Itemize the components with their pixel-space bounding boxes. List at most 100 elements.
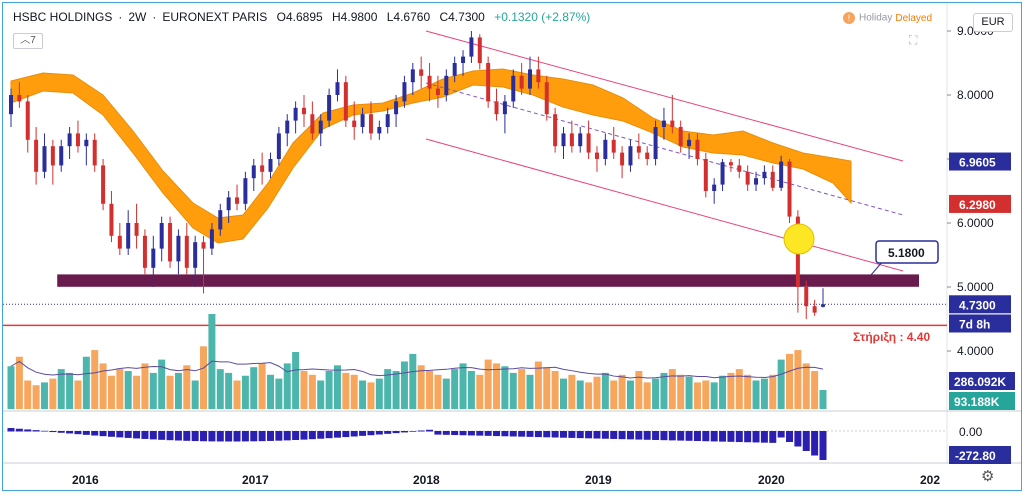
- candle-body: [419, 69, 424, 76]
- macd-bar: [501, 431, 509, 437]
- candle-body: [285, 120, 290, 134]
- candle-body: [678, 127, 683, 147]
- volume-bar: [518, 369, 526, 409]
- macd-bar: [40, 430, 48, 432]
- macd-bar: [116, 431, 124, 438]
- candle-body: [536, 69, 541, 83]
- volume-bar: [451, 369, 459, 409]
- candle-body: [360, 114, 365, 127]
- volume-bar: [57, 369, 65, 409]
- volume-bar: [241, 375, 249, 409]
- macd-bar: [191, 431, 199, 442]
- volume-bar: [635, 371, 643, 409]
- price-label-bg: [949, 152, 1011, 171]
- macd-bar: [74, 431, 82, 435]
- macd-bar: [811, 431, 819, 456]
- candle-body: [737, 165, 742, 172]
- volume-bar: [24, 380, 32, 409]
- symbol-header: HSBC HOLDINGS · 2W · EURONEXT PARIS O4.6895 …: [13, 10, 591, 24]
- volume-bar: [133, 375, 141, 409]
- macd-label-bg: [949, 446, 1011, 464]
- macd-bar: [417, 430, 425, 432]
- macd-bar: [409, 431, 417, 432]
- macd-bar: [819, 431, 827, 460]
- open-value: O4.6895: [276, 10, 323, 24]
- candle-body: [293, 107, 298, 121]
- volume-bar: [702, 380, 710, 409]
- macd-bar: [618, 431, 626, 440]
- candle-body: [569, 133, 574, 147]
- price-label: 4.7300: [959, 298, 996, 312]
- candle-body: [218, 210, 223, 230]
- candle-body: [226, 197, 231, 211]
- macd-bar: [208, 431, 216, 442]
- candle-body: [469, 37, 474, 57]
- symbol-name[interactable]: HSBC HOLDINGS: [13, 10, 113, 24]
- volume-bar: [308, 374, 316, 409]
- macd-bar: [451, 431, 459, 436]
- candle-body: [703, 159, 708, 191]
- volume-bar: [719, 375, 727, 409]
- volume-bar: [292, 352, 300, 409]
- macd-bar: [400, 431, 408, 433]
- currency-badge[interactable]: EUR: [973, 13, 1013, 32]
- candle-body: [745, 171, 750, 185]
- volume-bar: [467, 371, 475, 409]
- volume-bar: [501, 366, 509, 409]
- volume-bar: [593, 376, 601, 409]
- volume-bar: [49, 378, 57, 409]
- candle-body: [410, 69, 415, 83]
- gear-icon[interactable]: ⚙: [981, 468, 995, 485]
- market-status[interactable]: ! Holiday Delayed: [843, 12, 932, 24]
- candle-body: [17, 95, 22, 102]
- interval-label[interactable]: 2W: [128, 10, 147, 24]
- volume-bar: [367, 382, 375, 409]
- volume-bar: [610, 380, 618, 409]
- volume-bar: [417, 365, 425, 409]
- volume-bar: [434, 374, 442, 409]
- macd-bar: [124, 431, 132, 438]
- macd-bar: [434, 431, 442, 435]
- candle-body: [427, 75, 432, 89]
- volume-bar: [442, 378, 450, 409]
- macd-bar: [442, 431, 450, 435]
- maximize-icon[interactable]: ⛶: [909, 33, 918, 47]
- indicator-collapse-button[interactable]: ︿7: [13, 33, 43, 49]
- macd-bar: [585, 431, 593, 439]
- change-value: +0.1320 (+2.87%): [494, 10, 591, 24]
- volume-bar: [735, 369, 743, 409]
- price-chart[interactable]: 9.00008.00007.00006.00005.00004.00002016…: [3, 3, 1021, 490]
- ichimoku-cloud: [10, 68, 852, 244]
- macd-bar: [576, 431, 584, 439]
- candle-body: [687, 139, 692, 147]
- candle-body: [754, 178, 759, 185]
- volume-bar: [124, 371, 132, 409]
- candle-body: [176, 235, 181, 262]
- volume-bar: [400, 361, 408, 409]
- macd-bar: [526, 431, 534, 437]
- candle-body: [84, 139, 89, 147]
- volume-bar: [811, 371, 819, 409]
- macd-bar: [49, 431, 57, 433]
- macd-bar: [484, 431, 492, 436]
- candle-body: [712, 184, 717, 191]
- volume-bar: [99, 363, 107, 409]
- candle-body: [159, 223, 164, 249]
- candle-body: [151, 248, 156, 268]
- volume-bar: [141, 363, 149, 409]
- macd-bar: [7, 428, 15, 432]
- macd-bar: [24, 429, 32, 432]
- macd-bar: [760, 431, 768, 443]
- price-tick-label: 6.0000: [957, 216, 994, 230]
- candle-body: [494, 101, 499, 115]
- candle-body: [812, 306, 817, 313]
- low-value: L4.6760: [386, 10, 431, 24]
- time-tick-label: 202: [920, 473, 940, 487]
- macd-bar: [551, 431, 559, 438]
- volume-bar: [543, 367, 551, 409]
- volume-bar: [333, 365, 341, 409]
- macd-bar: [534, 431, 542, 438]
- channel-upper-line: [425, 30, 904, 162]
- macd-bar: [225, 431, 233, 442]
- volume-label: 286.092K: [954, 375, 1006, 389]
